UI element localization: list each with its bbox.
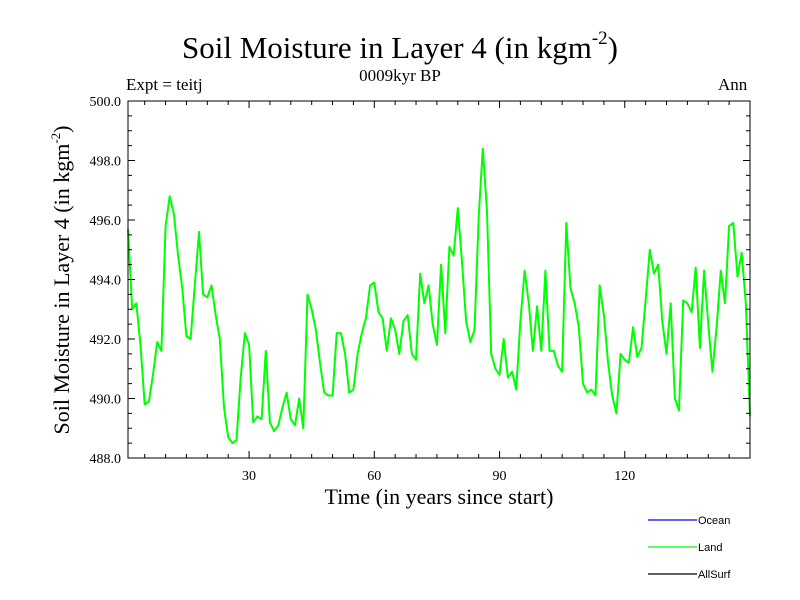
legend: Ocean Land AllSurf bbox=[648, 515, 731, 581]
y-tick-label: 494.0 bbox=[90, 274, 122, 289]
x-tick-label: 120 bbox=[614, 469, 635, 484]
chart-subtitle: 0009kyr BP bbox=[359, 66, 441, 85]
x-tick-label: 90 bbox=[493, 469, 507, 484]
x-tick-label: 60 bbox=[367, 469, 381, 484]
legend-label-ocean: Ocean bbox=[698, 515, 730, 527]
legend-label-allsurf: AllSurf bbox=[698, 569, 731, 581]
chart-title: Soil Moisture in Layer 4 (in kgm-2) bbox=[0, 28, 800, 66]
y-tick-label: 500.0 bbox=[90, 95, 122, 110]
x-tick-label: 30 bbox=[242, 469, 256, 484]
ticks-layer: 488.0 490.0 492.0 494.0 496.0 498.0 500.0 30 60 9… bbox=[90, 95, 751, 484]
series-layer bbox=[127, 147, 751, 445]
legend-label-land: Land bbox=[698, 542, 722, 554]
y-tick-label: 498.0 bbox=[90, 155, 122, 170]
chart-title-text: Soil Moisture in Layer 4 (in kgm bbox=[182, 30, 592, 65]
experiment-label: Expt = teitj bbox=[126, 75, 203, 94]
y-tick-label: 488.0 bbox=[90, 452, 122, 467]
x-axis-label: Time (in years since start) bbox=[324, 484, 554, 509]
y-tick-label: 490.0 bbox=[90, 393, 122, 408]
y-tick-label: 496.0 bbox=[90, 214, 122, 229]
y-tick-label: 492.0 bbox=[90, 333, 122, 348]
series-line-land bbox=[127, 147, 751, 445]
chart-title-exponent: -2 bbox=[591, 28, 608, 49]
chart-title-close: ) bbox=[607, 30, 618, 65]
season-label: Ann bbox=[718, 75, 748, 94]
plot-frame bbox=[127, 100, 751, 459]
